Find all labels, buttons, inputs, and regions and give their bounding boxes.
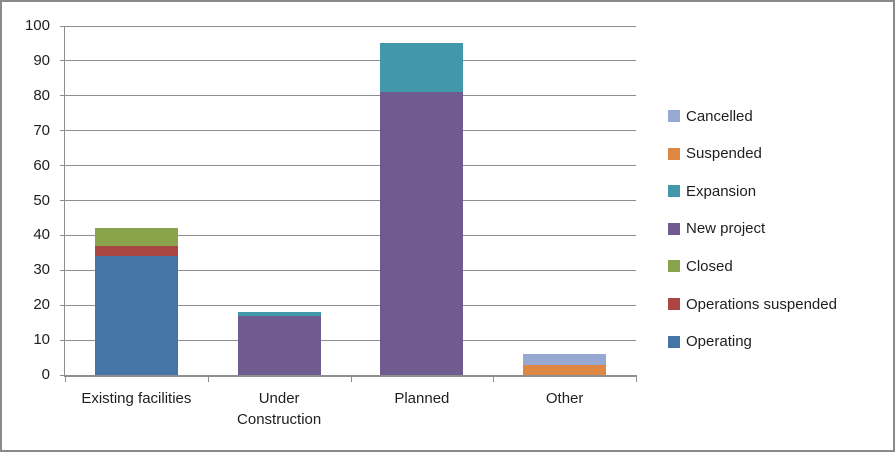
y-tick-mark [60, 95, 65, 97]
gridline-10 [65, 339, 636, 341]
gridline-80 [65, 95, 636, 97]
y-tick-label: 20 [33, 296, 50, 314]
x-tick-mark [65, 375, 66, 382]
legend-swatch [668, 147, 680, 160]
bar-segment-new-project [380, 92, 464, 375]
bar-segment-operating [94, 256, 178, 375]
legend-label: Expansion [686, 182, 757, 200]
gridline-70 [65, 130, 636, 132]
plot-area [64, 25, 636, 377]
legend-label: Cancelled [686, 107, 753, 125]
y-tick-label: 100 [24, 17, 50, 34]
gridline-100 [65, 25, 636, 27]
gridline-50 [65, 200, 636, 201]
y-tick-label: 0 [41, 366, 50, 383]
x-category-label: Existing facilities [81, 390, 192, 407]
y-tick-label: 70 [33, 121, 50, 139]
x-category-label: Planned [394, 390, 450, 407]
x-tick-mark [636, 375, 637, 382]
legend-item-closed: Closed [668, 256, 733, 276]
legend-swatch [668, 110, 680, 122]
x-category-label: Under Construction [237, 390, 322, 428]
legend-swatch [668, 222, 680, 235]
legend-item-operations-suspended: Operations suspended [668, 294, 837, 314]
legend-swatch [668, 260, 680, 273]
y-tick-label: 40 [33, 226, 50, 244]
gridline-60 [65, 165, 636, 167]
legend-swatch [668, 335, 680, 348]
y-tick-mark [60, 165, 65, 167]
bar-segment-closed [94, 228, 178, 246]
x-tick-mark [493, 375, 495, 382]
x-axis-line [64, 375, 636, 377]
legend-item-suspended: Suspended [668, 144, 762, 164]
y-tick-mark [60, 269, 65, 271]
gridline-20 [65, 304, 636, 306]
x-category-label: Other [545, 390, 584, 407]
y-tick-label: 80 [33, 86, 50, 104]
legend-swatch [668, 298, 680, 310]
y-tick-label: 60 [33, 156, 50, 174]
y-tick-label: 90 [33, 51, 50, 69]
y-tick-mark [60, 304, 65, 306]
y-tick-label: 10 [33, 331, 50, 349]
y-tick-mark [60, 374, 65, 376]
legend-item-cancelled: Cancelled [668, 106, 753, 126]
gridline-40 [65, 234, 636, 236]
bar-segment-expansion [237, 312, 321, 316]
y-tick-mark [60, 25, 65, 27]
y-tick-mark [60, 130, 65, 132]
legend-item-operating: Operating [668, 332, 752, 352]
y-tick-mark [60, 60, 65, 62]
legend-swatch [668, 185, 680, 198]
legend-label: Operating [686, 333, 752, 351]
gridline-90 [65, 60, 636, 62]
legend-label: Closed [686, 257, 733, 275]
legend-label: New project [686, 220, 766, 238]
y-tick-label: 30 [33, 261, 50, 279]
bar-segment-expansion [380, 43, 464, 93]
gridline-30 [65, 269, 636, 271]
legend-label: Operations suspended [686, 295, 837, 313]
bar-segment-operations-suspended [94, 245, 178, 257]
y-tick-mark [60, 200, 65, 201]
bar-segment-new-project [237, 315, 321, 375]
y-tick-mark [60, 339, 65, 341]
x-tick-mark [350, 375, 352, 382]
legend-label: Suspended [686, 145, 762, 163]
legend-item-expansion: Expansion [668, 181, 756, 201]
y-tick-label: 50 [33, 191, 50, 209]
bar-segment-suspended [523, 364, 607, 375]
bar-segment-cancelled [523, 354, 607, 365]
legend-item-new-project: New project [668, 219, 765, 239]
y-tick-mark [60, 234, 65, 236]
x-tick-mark [207, 375, 209, 382]
